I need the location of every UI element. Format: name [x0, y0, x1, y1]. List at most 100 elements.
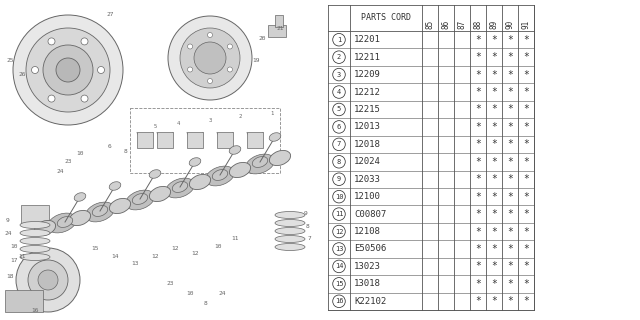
- Text: 7: 7: [337, 141, 341, 147]
- Text: 23: 23: [166, 281, 173, 286]
- Text: 19: 19: [252, 58, 260, 63]
- Bar: [157, 132, 173, 148]
- Text: 14: 14: [111, 254, 119, 259]
- Circle shape: [194, 42, 226, 74]
- Ellipse shape: [109, 198, 131, 213]
- Text: 88: 88: [474, 20, 483, 29]
- Ellipse shape: [275, 228, 305, 235]
- Text: *: *: [507, 296, 513, 306]
- Text: 11: 11: [335, 211, 343, 217]
- Text: *: *: [491, 52, 497, 62]
- Text: 24: 24: [56, 169, 64, 174]
- Text: C00807: C00807: [354, 210, 387, 219]
- Text: 26: 26: [19, 73, 26, 77]
- Text: 27: 27: [106, 12, 114, 18]
- Ellipse shape: [132, 194, 148, 204]
- Text: 12033: 12033: [354, 175, 381, 184]
- Circle shape: [227, 67, 232, 72]
- Text: *: *: [475, 87, 481, 97]
- Text: *: *: [523, 227, 529, 236]
- Text: 16: 16: [335, 298, 343, 304]
- Ellipse shape: [269, 133, 281, 141]
- Text: *: *: [523, 296, 529, 306]
- Text: *: *: [475, 52, 481, 62]
- Text: 5: 5: [337, 107, 341, 112]
- Bar: [187, 132, 203, 148]
- Circle shape: [56, 58, 80, 82]
- Ellipse shape: [20, 253, 50, 260]
- Text: *: *: [491, 35, 497, 45]
- Text: 12212: 12212: [354, 88, 381, 97]
- Text: 14: 14: [335, 263, 343, 269]
- Text: *: *: [523, 104, 529, 115]
- Text: 9: 9: [6, 218, 10, 223]
- Text: *: *: [507, 104, 513, 115]
- Ellipse shape: [189, 174, 211, 189]
- Ellipse shape: [20, 221, 50, 228]
- Circle shape: [43, 45, 93, 95]
- Text: E50506: E50506: [354, 244, 387, 253]
- Circle shape: [168, 16, 252, 100]
- Text: *: *: [523, 69, 529, 80]
- Ellipse shape: [20, 237, 50, 244]
- Text: 7: 7: [308, 236, 312, 241]
- Circle shape: [48, 38, 55, 45]
- Circle shape: [31, 67, 38, 74]
- Ellipse shape: [205, 166, 234, 186]
- Text: 4: 4: [337, 89, 341, 95]
- Text: *: *: [523, 157, 529, 167]
- Text: 20: 20: [259, 36, 266, 41]
- Circle shape: [16, 248, 80, 312]
- Ellipse shape: [92, 205, 108, 216]
- Ellipse shape: [172, 181, 188, 192]
- Text: 12209: 12209: [354, 70, 381, 79]
- Text: *: *: [507, 261, 513, 271]
- Text: *: *: [523, 52, 529, 62]
- Circle shape: [207, 33, 212, 37]
- Text: *: *: [507, 87, 513, 97]
- Text: 13: 13: [335, 246, 343, 252]
- Text: *: *: [491, 261, 497, 271]
- Text: 10: 10: [335, 194, 343, 200]
- Ellipse shape: [269, 150, 291, 165]
- Text: 90: 90: [506, 20, 515, 29]
- Ellipse shape: [149, 170, 161, 178]
- Text: *: *: [491, 157, 497, 167]
- Text: 12215: 12215: [354, 105, 381, 114]
- Circle shape: [97, 67, 104, 74]
- Text: *: *: [507, 52, 513, 62]
- Text: *: *: [475, 35, 481, 45]
- Text: *: *: [523, 122, 529, 132]
- Circle shape: [13, 15, 123, 125]
- Text: *: *: [475, 261, 481, 271]
- Text: *: *: [491, 139, 497, 149]
- Text: 4: 4: [177, 121, 180, 126]
- Text: *: *: [507, 69, 513, 80]
- Text: 6: 6: [108, 144, 112, 149]
- Text: *: *: [507, 157, 513, 167]
- Text: 12: 12: [151, 254, 159, 259]
- Text: 9: 9: [337, 176, 341, 182]
- Text: 12201: 12201: [354, 35, 381, 44]
- Bar: [247, 132, 263, 148]
- Text: *: *: [507, 35, 513, 45]
- Text: 87: 87: [458, 20, 467, 29]
- Text: 11: 11: [231, 236, 239, 241]
- Ellipse shape: [212, 170, 228, 180]
- Text: 1: 1: [270, 111, 274, 116]
- Text: *: *: [491, 87, 497, 97]
- Text: 13018: 13018: [354, 279, 381, 288]
- Text: *: *: [475, 157, 481, 167]
- Text: 18: 18: [6, 274, 13, 279]
- Ellipse shape: [229, 146, 241, 154]
- Circle shape: [38, 270, 58, 290]
- Text: PARTS CORD: PARTS CORD: [361, 13, 411, 22]
- Text: 86: 86: [442, 20, 451, 29]
- Text: 10: 10: [214, 244, 221, 249]
- Text: 12013: 12013: [354, 123, 381, 132]
- Text: *: *: [491, 192, 497, 202]
- Ellipse shape: [74, 193, 86, 201]
- Text: *: *: [491, 69, 497, 80]
- Text: *: *: [491, 279, 497, 289]
- Text: *: *: [475, 69, 481, 80]
